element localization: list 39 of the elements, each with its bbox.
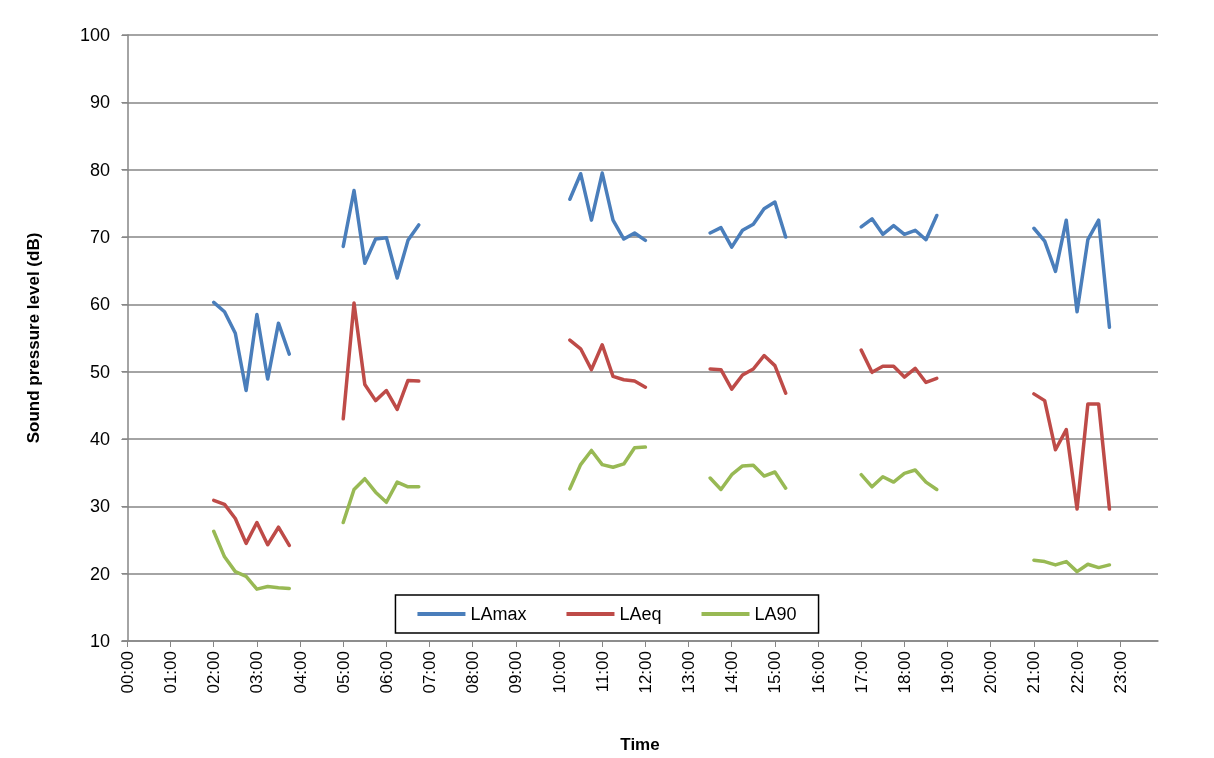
y-tick-label: 80 [89,159,110,180]
y-tick-label: 50 [89,361,110,382]
x-tick-label: 19:00 [938,651,958,694]
y-tick-label: 10 [89,631,110,651]
x-tick-label: 08:00 [463,651,483,694]
x-tick-label: 22:00 [1067,651,1087,694]
y-tick-label: 100 [79,25,110,45]
x-tick-label: 04:00 [290,651,310,694]
x-tick-label: 13:00 [679,651,699,694]
x-tick-label: 14:00 [722,651,742,694]
x-tick-label: 10:00 [549,651,569,694]
x-tick-label: 23:00 [1110,651,1130,694]
x-tick-label: 16:00 [808,651,828,694]
x-tick-label: 21:00 [1024,651,1044,694]
x-tick-label: 02:00 [204,651,224,694]
y-tick-label: 40 [89,429,110,449]
x-tick-label: 03:00 [247,651,267,694]
y-axis-title: Sound pressure level (dB) [24,232,43,444]
x-tick-label: 15:00 [765,651,785,694]
y-tick-label: 20 [89,563,110,584]
y-tick-label: 60 [89,294,110,315]
legend-label: LAeq [619,604,662,624]
x-tick-label: 09:00 [506,651,526,694]
y-tick-label: 70 [89,227,110,247]
x-tick-label: 11:00 [592,651,612,693]
x-tick-label: 01:00 [161,651,181,694]
x-axis-title: Time [620,735,660,754]
y-tick-label: 30 [89,496,110,517]
x-tick-label: 12:00 [635,651,655,694]
x-tick-label: 00:00 [117,651,137,694]
x-tick-label: 06:00 [376,651,396,694]
legend-label: LA90 [754,604,797,624]
x-tick-label: 18:00 [894,651,914,694]
legend-label: LAmax [470,604,527,624]
x-tick-label: 17:00 [851,651,871,694]
x-tick-label: 07:00 [420,651,440,694]
y-tick-label: 90 [89,92,110,113]
x-tick-label: 20:00 [981,651,1001,694]
x-tick-label: 05:00 [333,651,353,694]
